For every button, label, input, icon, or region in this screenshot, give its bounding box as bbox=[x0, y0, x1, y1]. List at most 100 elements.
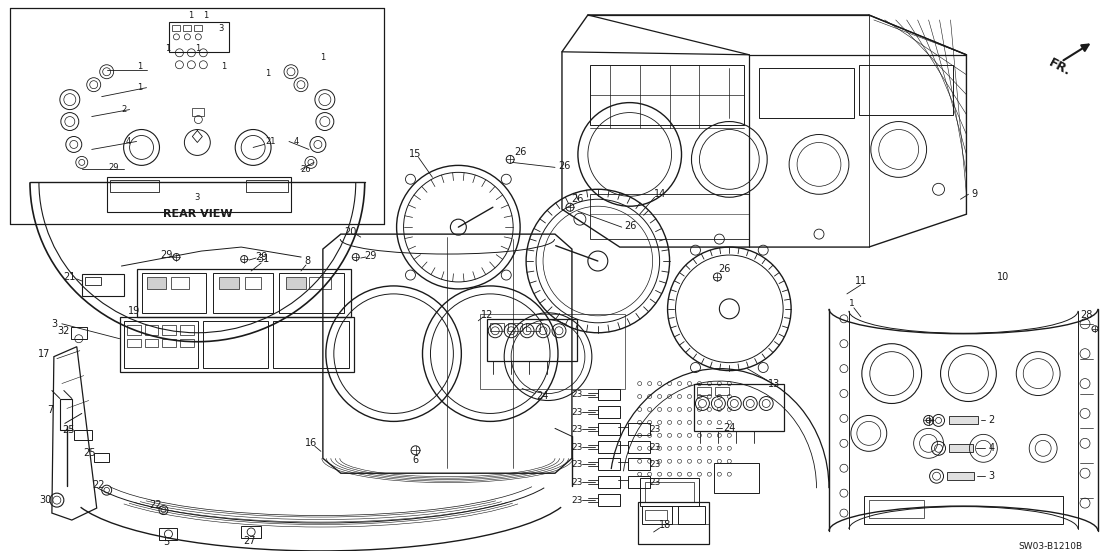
Text: 13: 13 bbox=[768, 379, 780, 389]
Text: 1: 1 bbox=[137, 83, 142, 92]
Text: 15: 15 bbox=[409, 149, 422, 159]
Text: 1: 1 bbox=[849, 299, 854, 309]
Text: 1: 1 bbox=[220, 62, 226, 71]
Text: 27: 27 bbox=[243, 536, 256, 546]
Text: 3: 3 bbox=[988, 471, 994, 481]
Bar bbox=[144, 325, 158, 335]
Text: 23: 23 bbox=[572, 425, 583, 434]
Text: 8: 8 bbox=[305, 256, 311, 266]
Bar bbox=[136, 269, 351, 317]
Bar bbox=[488, 319, 577, 361]
Bar bbox=[628, 458, 649, 470]
Text: 9: 9 bbox=[972, 189, 977, 199]
Bar bbox=[589, 65, 745, 124]
Bar bbox=[642, 506, 671, 524]
Bar bbox=[120, 317, 353, 372]
Bar bbox=[181, 325, 194, 335]
Bar bbox=[526, 323, 540, 331]
Bar bbox=[126, 325, 141, 335]
Text: 23: 23 bbox=[572, 460, 583, 469]
Bar bbox=[242, 526, 261, 538]
Text: 19: 19 bbox=[129, 306, 141, 316]
Bar bbox=[246, 180, 288, 192]
Bar bbox=[60, 399, 72, 430]
Bar bbox=[245, 277, 261, 289]
Bar bbox=[645, 510, 667, 520]
Bar bbox=[82, 274, 124, 296]
Bar bbox=[85, 277, 101, 285]
Text: 29: 29 bbox=[255, 252, 267, 262]
Text: 22: 22 bbox=[150, 500, 162, 510]
Bar bbox=[194, 25, 203, 31]
Text: 14: 14 bbox=[654, 189, 666, 199]
Text: 26: 26 bbox=[514, 148, 526, 158]
Bar bbox=[695, 384, 784, 431]
Bar bbox=[124, 321, 198, 368]
Text: 4: 4 bbox=[988, 444, 994, 453]
Text: 32: 32 bbox=[58, 326, 70, 336]
Bar bbox=[490, 323, 504, 331]
Bar bbox=[163, 339, 176, 347]
Bar bbox=[869, 500, 924, 518]
Text: 28: 28 bbox=[1080, 310, 1092, 320]
Bar bbox=[859, 65, 954, 114]
Bar bbox=[628, 441, 649, 453]
Bar bbox=[628, 476, 649, 488]
Bar bbox=[598, 476, 619, 488]
Bar bbox=[697, 387, 711, 394]
Text: 23: 23 bbox=[572, 443, 583, 452]
Bar bbox=[163, 325, 176, 335]
Bar bbox=[146, 277, 166, 289]
Text: 23: 23 bbox=[649, 478, 661, 487]
Text: 4: 4 bbox=[126, 137, 131, 146]
Text: 23: 23 bbox=[649, 425, 661, 434]
Text: 22: 22 bbox=[92, 480, 105, 490]
Bar bbox=[946, 472, 974, 480]
Text: 3: 3 bbox=[51, 319, 57, 329]
Text: REAR VIEW: REAR VIEW bbox=[163, 209, 233, 219]
Bar bbox=[589, 194, 749, 239]
Bar bbox=[213, 273, 273, 313]
Bar bbox=[948, 416, 978, 424]
Text: 21: 21 bbox=[266, 137, 276, 146]
Bar bbox=[74, 430, 92, 440]
Bar bbox=[193, 108, 204, 116]
Bar bbox=[273, 321, 349, 368]
Text: 26: 26 bbox=[572, 194, 584, 204]
Bar bbox=[628, 424, 649, 435]
Bar bbox=[645, 482, 695, 502]
Text: 1: 1 bbox=[187, 12, 193, 20]
Text: 1: 1 bbox=[165, 44, 170, 53]
Text: 1: 1 bbox=[266, 69, 270, 78]
Text: 3: 3 bbox=[195, 193, 201, 202]
Text: 29: 29 bbox=[109, 163, 119, 172]
Text: 1: 1 bbox=[195, 44, 199, 53]
Text: FR.: FR. bbox=[1046, 56, 1073, 79]
Bar bbox=[286, 277, 306, 289]
Bar bbox=[716, 387, 729, 394]
Text: 1: 1 bbox=[137, 62, 142, 71]
Text: 25: 25 bbox=[62, 425, 75, 435]
Bar bbox=[160, 528, 177, 540]
Bar bbox=[598, 406, 619, 419]
Bar bbox=[181, 339, 194, 347]
Text: 26: 26 bbox=[718, 264, 730, 274]
Text: 23: 23 bbox=[572, 495, 583, 505]
Text: 23: 23 bbox=[572, 408, 583, 417]
Text: 23: 23 bbox=[572, 390, 583, 399]
Text: 23: 23 bbox=[649, 460, 661, 469]
Bar bbox=[184, 25, 192, 31]
Bar bbox=[110, 180, 160, 192]
Text: 2: 2 bbox=[121, 105, 126, 114]
Bar bbox=[106, 178, 291, 212]
Text: 20: 20 bbox=[345, 227, 357, 237]
Bar bbox=[126, 339, 141, 347]
Bar bbox=[715, 463, 759, 493]
Bar bbox=[71, 327, 86, 339]
Bar bbox=[598, 424, 619, 435]
Bar bbox=[598, 389, 619, 400]
Bar bbox=[638, 502, 709, 544]
Text: 3: 3 bbox=[218, 24, 224, 33]
Text: 12: 12 bbox=[481, 310, 493, 320]
Bar bbox=[598, 494, 619, 506]
